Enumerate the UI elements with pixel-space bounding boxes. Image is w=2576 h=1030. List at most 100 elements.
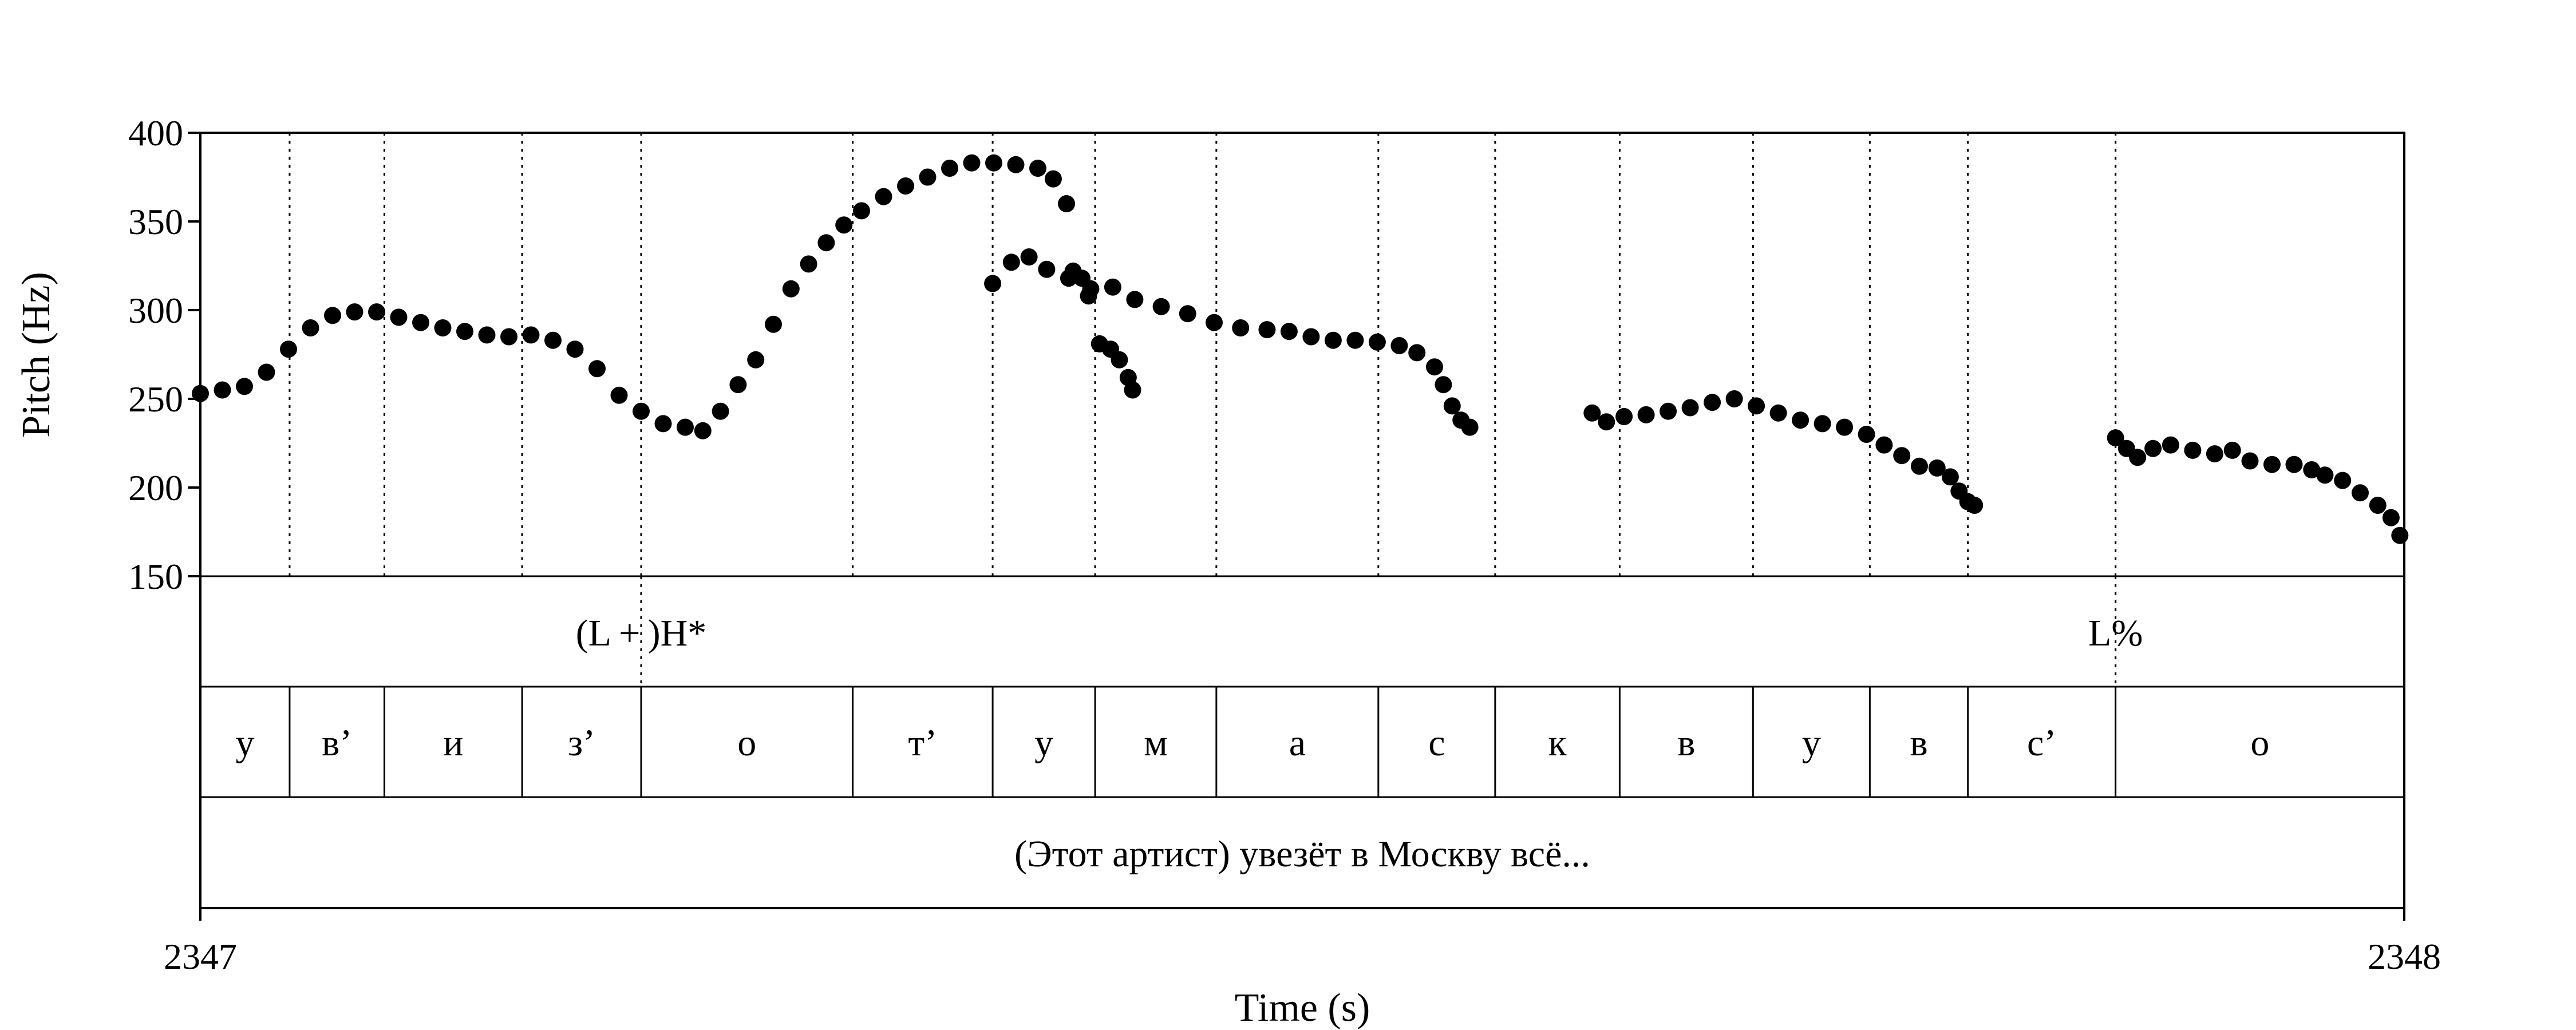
pitch-point	[1060, 270, 1077, 287]
pitch-point	[1324, 331, 1342, 349]
pitch-point	[1007, 156, 1025, 173]
pitch-point	[1302, 328, 1320, 346]
pitch-point	[1002, 253, 1020, 271]
pitch-point	[2241, 452, 2259, 470]
y-tick-label: 150	[128, 556, 183, 597]
pitch-point	[747, 351, 765, 369]
pitch-point	[1615, 408, 1633, 425]
pitch-point	[192, 385, 209, 402]
x-tick-label: 2348	[2368, 936, 2441, 977]
y-tick-label: 400	[128, 113, 183, 153]
pitch-point	[2206, 445, 2223, 463]
pitch-point	[412, 314, 429, 331]
segment-label: о	[2250, 722, 2269, 764]
x-axis-title: Time (s)	[1235, 986, 1370, 1030]
segment-boundaries	[289, 687, 2117, 797]
pitch-point	[2285, 455, 2303, 473]
pitch-point	[500, 328, 517, 346]
pitch-point	[2369, 497, 2387, 514]
pitch-point	[1020, 248, 1038, 266]
pitch-point	[1748, 397, 1765, 415]
pitch-point	[712, 402, 729, 420]
pitch-point	[897, 177, 914, 195]
segment-label: с’	[2027, 722, 2056, 764]
pitch-point	[1152, 298, 1170, 315]
segment-label: т’	[908, 722, 937, 764]
pitch-point	[694, 422, 712, 439]
pitch-point	[1966, 497, 1984, 514]
segment-label: в	[1677, 722, 1695, 764]
pitch-point	[434, 319, 452, 336]
pitch-point	[729, 376, 747, 394]
pitch-point	[2316, 466, 2334, 484]
segment-label: о	[737, 722, 756, 764]
pitch-point	[782, 280, 800, 298]
pitch-point	[985, 154, 1002, 172]
pitch-point	[302, 319, 319, 336]
segment-label: в’	[322, 722, 352, 764]
pitch-point	[1928, 459, 1946, 477]
pitch-point	[1911, 457, 1928, 475]
plot-frame	[199, 132, 2405, 909]
pitch-point	[1029, 160, 1046, 177]
segment-gridlines	[289, 133, 2117, 576]
pitch-point	[941, 160, 958, 177]
pitch-point	[677, 418, 694, 436]
pitch-point	[1044, 170, 1062, 188]
pitch-point	[390, 308, 408, 326]
pitch-point	[1426, 358, 1443, 376]
pitch-point	[2107, 429, 2124, 447]
pitch-point	[1082, 280, 1100, 298]
pitch-point	[2263, 455, 2281, 473]
pitch-point	[1660, 402, 1677, 420]
pitch-point	[1346, 331, 1364, 349]
pitch-point	[2223, 441, 2241, 459]
pitch-point	[1435, 376, 1452, 394]
pitch-point	[456, 323, 473, 340]
y-tick-label: 200	[128, 468, 183, 508]
pitch-point	[2184, 441, 2202, 459]
pitch-point	[1792, 411, 1809, 429]
segment-label: к	[1548, 722, 1567, 764]
pitch-point	[1704, 394, 1721, 411]
pitch-point	[544, 331, 562, 349]
pitch-point	[1461, 418, 1479, 436]
segment-label: у	[235, 722, 254, 764]
pitch-point	[1443, 397, 1461, 415]
pitch-point	[1875, 436, 1893, 454]
x-axis: 2347 2348	[164, 908, 2441, 977]
segment-label: у	[1034, 722, 1053, 764]
pitch-point	[478, 326, 496, 344]
pitch-point	[2129, 449, 2147, 466]
pitch-point	[368, 303, 385, 321]
pitch-point	[1941, 468, 1959, 486]
pitch-point	[633, 402, 650, 420]
pitch-point	[919, 168, 937, 186]
pitch-point	[1390, 337, 1408, 354]
pitch-point	[258, 363, 275, 381]
pitch-point	[1598, 413, 1615, 431]
pitch-point	[346, 303, 364, 321]
pitch-point	[2334, 472, 2352, 489]
pitch-point	[1111, 351, 1128, 369]
pitch-point	[1681, 399, 1699, 417]
y-axis: 400 350 300 250 200 150	[128, 113, 200, 597]
x-tick-label: 2347	[164, 936, 237, 977]
segment-label: с	[1428, 722, 1445, 764]
pitch-point	[1836, 418, 1854, 436]
tone-label: L%	[2088, 612, 2143, 654]
pitch-point	[522, 326, 540, 344]
pitch-point	[1258, 321, 1276, 339]
pitch-point	[588, 360, 606, 378]
pitch-point	[214, 381, 231, 399]
pitch-point	[2352, 484, 2369, 502]
y-tick-label: 250	[128, 379, 183, 419]
segment-label: а	[1289, 722, 1306, 764]
pitch-point	[1280, 323, 1298, 340]
segment-label: у	[1802, 722, 1821, 764]
pitch-point	[1038, 260, 1056, 278]
pitch-point	[610, 386, 628, 404]
pitch-point	[1858, 426, 1875, 443]
pitch-point	[1769, 404, 1787, 422]
